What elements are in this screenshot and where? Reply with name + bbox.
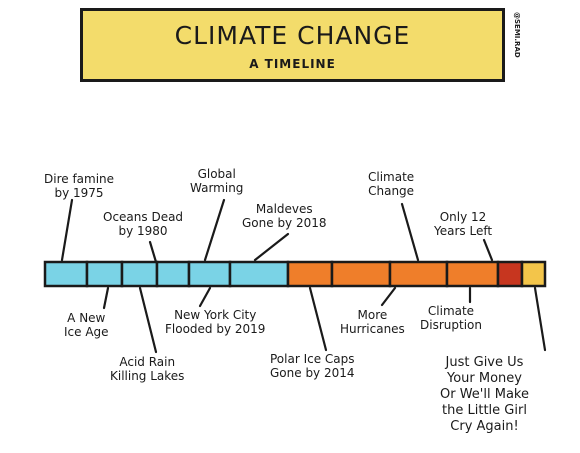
timeline-segment — [286, 260, 334, 288]
label-new-york: New York City Flooded by 2019 — [165, 308, 266, 336]
label-maldeves: Maldeves Gone by 2018 — [242, 202, 327, 230]
label-give-money: Just Give Us Your Money Or We'll Make the … — [440, 355, 529, 434]
label-new-ice-age: A New Ice Age — [64, 311, 109, 339]
timeline-segment — [43, 260, 89, 288]
page-title: CLIMATE CHANGE — [174, 21, 411, 50]
timeline-segment — [520, 260, 547, 288]
pointer-line — [102, 286, 110, 310]
timeline-segment — [120, 260, 159, 288]
title-banner: CLIMATE CHANGE A TIMELINE — [80, 8, 505, 82]
timeline-segment — [187, 260, 232, 288]
label-dire-famine: Dire famine by 1975 — [44, 172, 115, 200]
pointer-line — [533, 286, 547, 352]
page-subtitle: A TIMELINE — [249, 57, 336, 71]
label-only-12-years: Only 12 Years Left — [434, 210, 493, 238]
label-polar-ice: Polar Ice Caps Gone by 2014 — [270, 352, 355, 380]
pointer-line — [60, 198, 74, 262]
timeline-segment — [445, 260, 500, 288]
pointer-line — [138, 286, 158, 354]
label-oceans-dead: Oceans Dead by 1980 — [103, 210, 184, 238]
pointer-line — [400, 202, 420, 262]
timeline-segment — [228, 260, 290, 288]
timeline-segment — [155, 260, 191, 288]
artist-credit: @SEMI.RAD — [513, 12, 521, 58]
label-global-warming: Global Warming — [190, 167, 244, 195]
pointer-line — [253, 232, 290, 262]
timeline-segment — [496, 260, 524, 288]
label-climate-disruption: Climate Disruption — [420, 304, 482, 332]
pointer-line — [148, 240, 158, 264]
timeline-segment — [388, 260, 449, 288]
timeline-segment — [330, 260, 392, 288]
pointer-line — [308, 286, 328, 352]
pointer-line — [198, 286, 212, 308]
label-more-hurricanes: More Hurricanes — [340, 308, 405, 336]
label-acid-rain: Acid Rain Killing Lakes — [110, 355, 185, 383]
pointer-line — [380, 286, 397, 307]
pointer-line — [203, 198, 226, 262]
pointer-line — [482, 238, 494, 262]
timeline-segment — [85, 260, 124, 288]
label-climate-change: Climate Change — [368, 170, 415, 198]
